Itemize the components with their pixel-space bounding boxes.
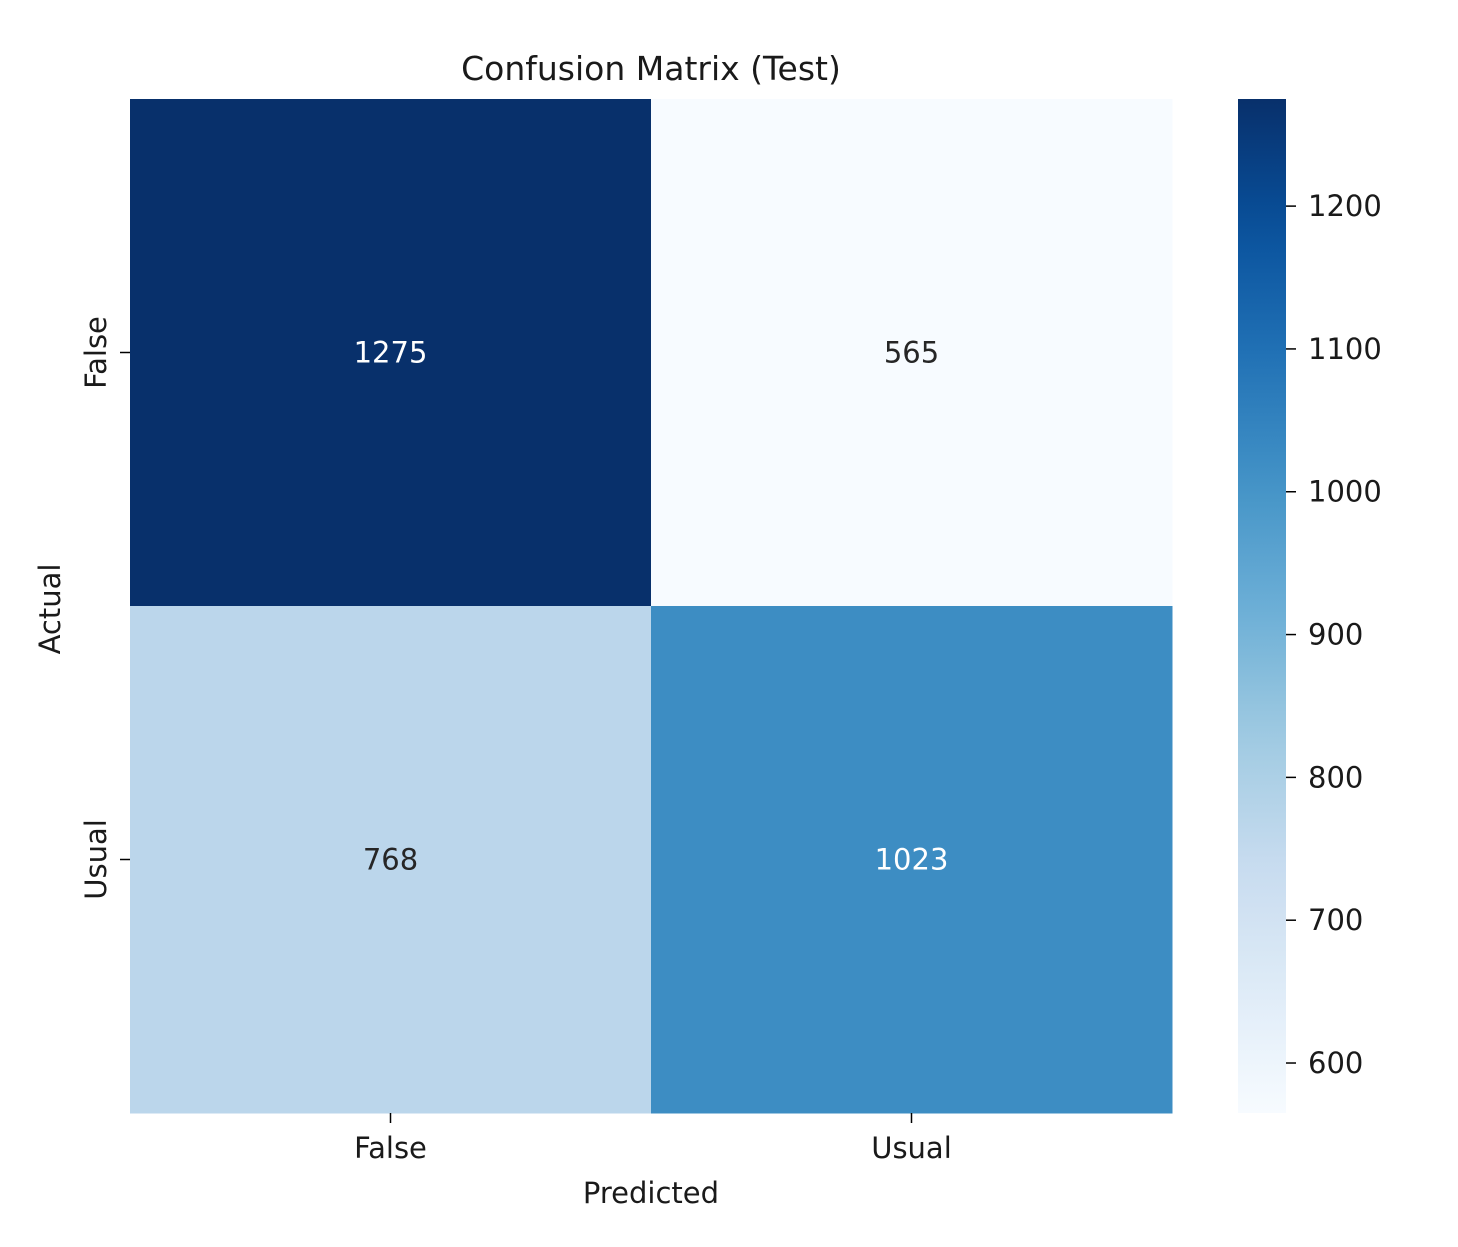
colorbar-ticks: 600 700 800 900 1000 1100 1200 [1286,189,1382,1080]
cell-value-label: 1023 [875,843,949,877]
heatmap-cell-labels: 1275 565 768 1023 [354,336,949,877]
chart-title: Confusion Matrix (Test) [461,49,841,88]
colorbar-tick-label: 600 [1308,1046,1363,1080]
colorbar-tick-label: 700 [1308,903,1363,937]
heatmap-cells [130,99,1173,1114]
cell-value-label: 1275 [354,336,428,370]
heatmap-cell [651,606,1173,1114]
y-axis-ticks: False Usual [79,316,130,900]
x-axis-ticks: False Usual [354,1113,952,1165]
colorbar-tick-label: 1100 [1308,332,1382,366]
y-tick-label: Usual [79,819,113,900]
cell-value-label: 768 [363,843,418,877]
heatmap-cell [130,99,652,607]
colorbar-tick-label: 900 [1308,618,1363,652]
colorbar-tick-label: 800 [1308,760,1363,794]
cell-value-label: 565 [884,336,939,370]
heatmap-cell [130,606,652,1114]
colorbar-tick-label: 1200 [1308,189,1382,223]
y-axis-label: Actual [33,564,67,655]
x-tick-label: Usual [871,1131,952,1165]
y-tick-label: False [79,316,113,389]
x-tick-label: False [354,1131,427,1165]
heatmap-cell [651,99,1173,607]
x-axis-label: Predicted [583,1176,719,1210]
colorbar-tick-label: 1000 [1308,475,1382,509]
colorbar [1238,99,1286,1113]
